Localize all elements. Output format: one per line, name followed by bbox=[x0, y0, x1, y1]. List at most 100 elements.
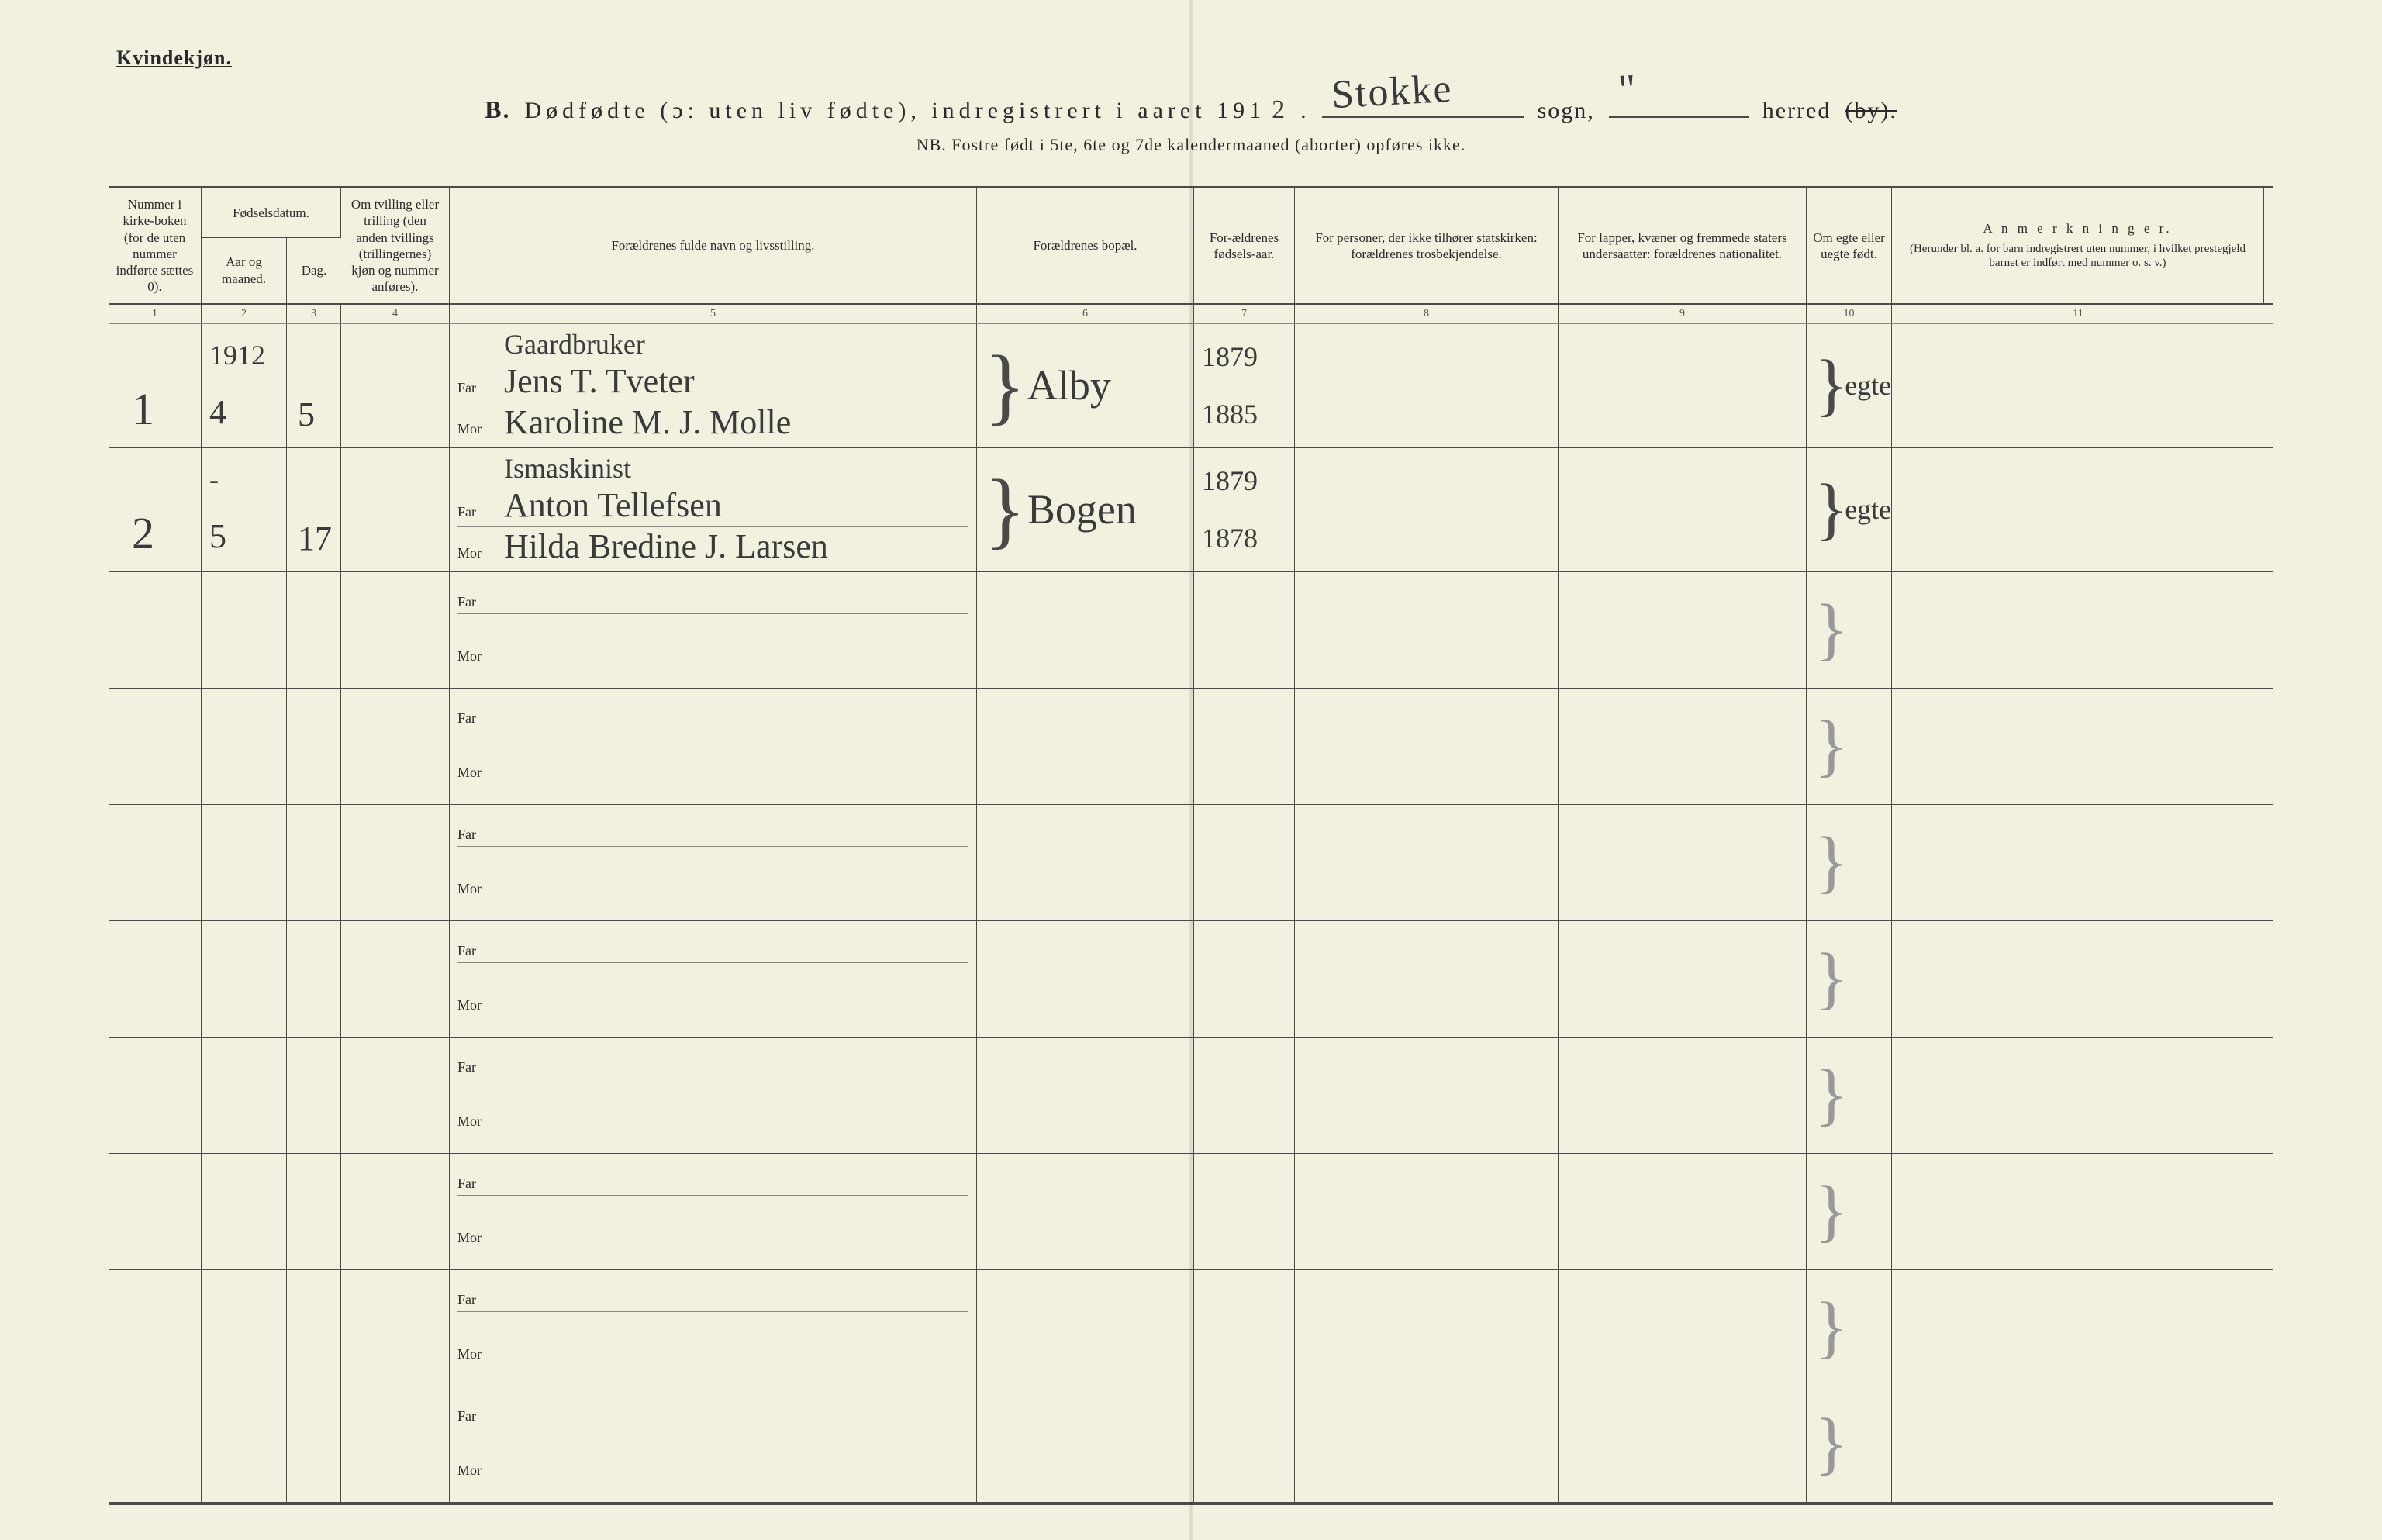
cell-remarks bbox=[1892, 1270, 2264, 1386]
cell-year-month bbox=[202, 689, 287, 804]
brace-icon: } bbox=[985, 360, 1026, 411]
cell-residence bbox=[977, 1386, 1194, 1502]
year-handwritten: 2 bbox=[1272, 97, 1286, 123]
table-row: Far Mor } bbox=[109, 572, 2273, 689]
cell-birthyears bbox=[1194, 1038, 1295, 1153]
cell-birthyears bbox=[1194, 1154, 1295, 1269]
mother-name: Karoline M. J. Molle bbox=[504, 406, 791, 440]
parish-register-page: Kvindekjøn. B. Dødfødte (ɔ: uten liv fød… bbox=[0, 0, 2382, 1540]
col2-header-top: Fødselsdatum. bbox=[202, 188, 341, 237]
legitimacy: egte bbox=[1845, 495, 1891, 523]
year-top: - bbox=[209, 465, 278, 493]
mor-label: Mor bbox=[457, 881, 493, 897]
colnum: 8 bbox=[1295, 305, 1559, 323]
cell-parents: Far Mor bbox=[450, 805, 977, 920]
cell-birthyears: 18791885 bbox=[1194, 324, 1295, 447]
cell-nationality bbox=[1559, 1154, 1807, 1269]
cell-twin bbox=[341, 689, 450, 804]
cell-year-month bbox=[202, 1154, 287, 1269]
ledger-table: Nummer i kirke-boken (for de uten nummer… bbox=[109, 186, 2273, 1505]
cell-faith bbox=[1295, 1154, 1559, 1269]
cell-parents: Far Mor bbox=[450, 572, 977, 688]
far-label: Far bbox=[457, 504, 493, 520]
cell-faith bbox=[1295, 572, 1559, 688]
cell-year-month: -5 bbox=[202, 448, 287, 571]
cell-parents: Far Mor bbox=[450, 921, 977, 1037]
brace-icon: } bbox=[985, 484, 1026, 535]
father-name: Jens T. Tveter bbox=[504, 364, 695, 399]
cell-birthyears: 18791878 bbox=[1194, 448, 1295, 571]
cell-legitimacy: }egte bbox=[1807, 324, 1892, 447]
col2b-header: Dag. bbox=[287, 237, 341, 303]
colnum: 5 bbox=[450, 305, 977, 323]
cell-legitimacy: } bbox=[1807, 1038, 1892, 1153]
cell-faith bbox=[1295, 689, 1559, 804]
cell-day: 17 bbox=[287, 448, 341, 571]
cell-faith bbox=[1295, 1038, 1559, 1153]
colnum: 7 bbox=[1194, 305, 1295, 323]
cell-number: 1 bbox=[109, 324, 202, 447]
cell-twin bbox=[341, 1386, 450, 1502]
cell-twin bbox=[341, 1038, 450, 1153]
title-period: . bbox=[1300, 98, 1308, 124]
cell-day bbox=[287, 572, 341, 688]
cell-faith bbox=[1295, 921, 1559, 1037]
cell-year-month bbox=[202, 1270, 287, 1386]
cell-residence bbox=[977, 572, 1194, 688]
mother-birthyear: 1878 bbox=[1202, 524, 1258, 552]
cell-parents: Far Mor bbox=[450, 1270, 977, 1386]
cell-legitimacy: } bbox=[1807, 1154, 1892, 1269]
brace-icon: } bbox=[1814, 609, 1848, 651]
cell-day bbox=[287, 1038, 341, 1153]
cell-legitimacy: } bbox=[1807, 921, 1892, 1037]
cell-birthyears bbox=[1194, 805, 1295, 920]
cell-legitimacy: } bbox=[1807, 689, 1892, 804]
cell-nationality bbox=[1559, 689, 1807, 804]
cell-nationality bbox=[1559, 921, 1807, 1037]
cell-twin bbox=[341, 921, 450, 1037]
sogn-label: sogn, bbox=[1538, 98, 1595, 124]
table-row: Far Mor } bbox=[109, 1154, 2273, 1270]
mor-label: Mor bbox=[457, 765, 493, 781]
table-row: Far Mor } bbox=[109, 1386, 2273, 1503]
col6-header: Forældrenes bopæl. bbox=[977, 188, 1194, 303]
col10-header: Om egte eller uegte født. bbox=[1807, 188, 1892, 303]
cell-residence: }Alby bbox=[977, 324, 1194, 447]
table-row: Far Mor } bbox=[109, 921, 2273, 1038]
cell-remarks bbox=[1892, 805, 2264, 920]
cell-legitimacy: } bbox=[1807, 572, 1892, 688]
colnum: 10 bbox=[1807, 305, 1892, 323]
cell-year-month bbox=[202, 921, 287, 1037]
table-header-top: Nummer i kirke-boken (for de uten nummer… bbox=[109, 188, 2273, 305]
cell-twin bbox=[341, 1154, 450, 1269]
far-label: Far bbox=[457, 1059, 493, 1076]
entry-number: 1 bbox=[132, 387, 154, 432]
cell-remarks bbox=[1892, 324, 2264, 447]
cell-twin bbox=[341, 324, 450, 447]
father-name: Anton Tellefsen bbox=[504, 489, 722, 523]
cell-nationality bbox=[1559, 1270, 1807, 1386]
cell-residence bbox=[977, 689, 1194, 804]
cell-number bbox=[109, 1270, 202, 1386]
cell-remarks bbox=[1892, 448, 2264, 571]
cell-legitimacy: }egte bbox=[1807, 448, 1892, 571]
herred-blank: " bbox=[1609, 84, 1749, 118]
cell-faith bbox=[1295, 448, 1559, 571]
cell-twin bbox=[341, 572, 450, 688]
table-row: Far Mor } bbox=[109, 1038, 2273, 1154]
brace-icon: } bbox=[1814, 1190, 1848, 1232]
table-row: Far Mor } bbox=[109, 805, 2273, 921]
brace-icon: } bbox=[1814, 364, 1848, 406]
colnum: 11 bbox=[1892, 305, 2264, 323]
cell-birthyears bbox=[1194, 921, 1295, 1037]
colnum: 1 bbox=[109, 305, 202, 323]
cell-residence bbox=[977, 1270, 1194, 1386]
mor-label: Mor bbox=[457, 1114, 493, 1130]
cell-faith bbox=[1295, 324, 1559, 447]
month: 5 bbox=[209, 520, 278, 554]
cell-nationality bbox=[1559, 1038, 1807, 1153]
colnum: 6 bbox=[977, 305, 1194, 323]
cell-number bbox=[109, 689, 202, 804]
cell-parents: Far Mor bbox=[450, 689, 977, 804]
cell-year-month bbox=[202, 1038, 287, 1153]
